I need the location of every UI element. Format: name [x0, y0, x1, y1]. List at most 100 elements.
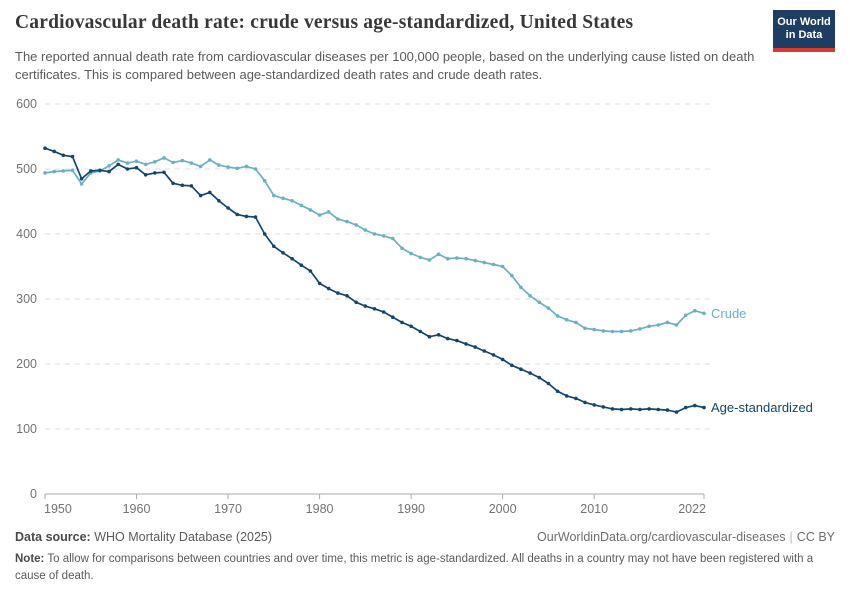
data-point [519, 285, 523, 290]
data-point [43, 146, 47, 150]
data-point [290, 199, 294, 203]
data-point [143, 162, 148, 167]
x-tick-label: 1950 [44, 502, 72, 516]
data-point [683, 313, 688, 318]
data-source-label: Data source: [15, 530, 91, 544]
data-point [445, 336, 450, 341]
chart-subtitle: The reported annual death rate from card… [15, 49, 755, 83]
data-point [482, 349, 487, 353]
data-point [79, 177, 84, 181]
data-point [427, 258, 432, 262]
data-point [638, 407, 642, 412]
data-point [226, 206, 230, 210]
data-point [638, 327, 642, 331]
data-point [418, 329, 423, 334]
owid-url-link[interactable]: OurWorldinData.org/cardiovascular-diseas… [537, 530, 786, 544]
owid-logo-line1: Our World [777, 15, 831, 28]
data-point [43, 171, 47, 175]
data-point [592, 403, 596, 407]
data-point [217, 163, 221, 167]
data-point [363, 228, 368, 232]
data-source: Data source: WHO Mortality Database (202… [15, 530, 272, 544]
data-point [143, 173, 148, 177]
data-point [564, 318, 569, 322]
data-point [400, 246, 404, 251]
data-point [317, 281, 322, 286]
data-point [674, 410, 679, 414]
data-point [235, 166, 239, 171]
data-point [244, 214, 249, 219]
data-point [308, 269, 313, 273]
data-point [116, 158, 120, 162]
data-point [299, 203, 304, 208]
data-point [79, 182, 84, 186]
data-point [189, 161, 194, 165]
data-point [528, 371, 532, 375]
plot-area[interactable] [45, 100, 704, 494]
data-point [665, 408, 670, 412]
data-point [409, 324, 413, 329]
data-point [619, 329, 624, 334]
data-point [262, 232, 267, 236]
note-value: To allow for comparisons between countri… [15, 553, 814, 582]
data-source-value: WHO Mortality Database (2025) [90, 530, 273, 544]
data-point [116, 162, 120, 167]
data-point [290, 256, 294, 261]
data-point [546, 306, 551, 310]
data-point [354, 223, 359, 227]
data-point [125, 167, 130, 171]
data-point [683, 405, 688, 410]
data-point [693, 308, 697, 313]
license-link[interactable]: CC BY [796, 530, 835, 544]
data-point [272, 193, 276, 198]
data-point [345, 219, 349, 224]
data-point [70, 154, 75, 159]
data-point [464, 256, 468, 261]
data-point [281, 196, 285, 201]
data-point [61, 169, 66, 173]
data-point [464, 342, 468, 346]
crude-series[interactable]: Crude [43, 156, 746, 334]
data-point [629, 329, 633, 333]
data-point [482, 260, 487, 265]
data-point [427, 334, 432, 339]
data-point [381, 310, 386, 314]
data-point [629, 407, 633, 411]
data-point [363, 304, 368, 308]
data-point [555, 314, 560, 318]
y-tick-label: 200 [16, 357, 37, 371]
data-point [98, 168, 102, 173]
data-point [244, 164, 249, 169]
data-point [134, 165, 139, 170]
data-point [647, 324, 651, 329]
data-point [391, 315, 395, 320]
data-point [693, 403, 697, 408]
data-point [70, 168, 75, 173]
data-point [180, 158, 185, 163]
age-standardized-label: Age-standardized [711, 400, 813, 415]
data-point [153, 171, 157, 175]
data-point [418, 255, 423, 260]
data-point [455, 256, 459, 260]
x-tick-label: 1980 [306, 502, 334, 516]
crude-label: Crude [711, 306, 746, 321]
data-point [354, 300, 359, 305]
data-point [253, 167, 258, 171]
data-point [500, 357, 505, 362]
data-point [372, 307, 377, 311]
data-point [391, 236, 395, 241]
footer-separator: | [789, 530, 793, 544]
owid-logo[interactable]: Our World in Data [773, 10, 835, 52]
y-tick-label: 500 [16, 162, 37, 176]
data-point [656, 323, 660, 327]
footer-links: OurWorldinData.org/cardiovascular-diseas… [537, 530, 835, 544]
x-tick-label: 1960 [123, 502, 151, 516]
age-standardized-series[interactable]: Age-standardized [43, 146, 813, 415]
data-point [674, 323, 679, 327]
data-point [455, 338, 459, 343]
data-point [336, 291, 340, 295]
data-point [299, 263, 304, 268]
data-point [473, 258, 478, 263]
data-point [491, 262, 496, 267]
